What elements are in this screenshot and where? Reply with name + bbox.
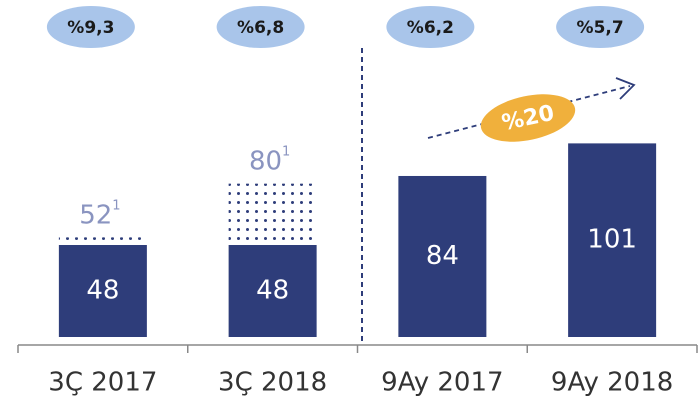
bar (398, 175, 487, 337)
ratio-bubble (386, 6, 475, 48)
ratio-bubble (556, 6, 645, 48)
x-tick-label: 3Ç 2017 (48, 368, 157, 398)
bar (568, 143, 657, 337)
value-label: 84 (426, 241, 459, 271)
growth-bubble (480, 94, 576, 142)
total-label: 801 (249, 144, 290, 176)
value-label: 101 (587, 225, 637, 255)
ratio-label: %5,7 (577, 18, 624, 38)
value-label: 48 (256, 275, 289, 305)
footnote: 1 (112, 198, 120, 213)
total-label: 521 (79, 198, 120, 230)
bar-segment-dotted (228, 183, 317, 245)
ratio-label: %6,8 (237, 18, 284, 38)
x-tick-label: 3Ç 2018 (218, 368, 327, 398)
bar (58, 244, 147, 337)
ratio-bubble (216, 6, 305, 48)
value-label: 48 (86, 275, 119, 305)
total-value: 80 (249, 146, 282, 176)
x-tick-label: 9Ay 2018 (551, 368, 673, 398)
growth-badge: %20 (480, 94, 576, 142)
ratio-bubble (46, 6, 135, 48)
arrow-head (615, 77, 636, 100)
ratio-label: %6,2 (407, 18, 454, 38)
bar (228, 244, 317, 337)
x-tick-label: 9Ay 2017 (381, 368, 503, 398)
ratio-label: %9,3 (67, 18, 114, 38)
growth-arrow (427, 85, 631, 139)
bar-segment-dotted (58, 237, 147, 245)
footnote: 1 (282, 144, 290, 159)
total-value: 52 (79, 200, 112, 230)
